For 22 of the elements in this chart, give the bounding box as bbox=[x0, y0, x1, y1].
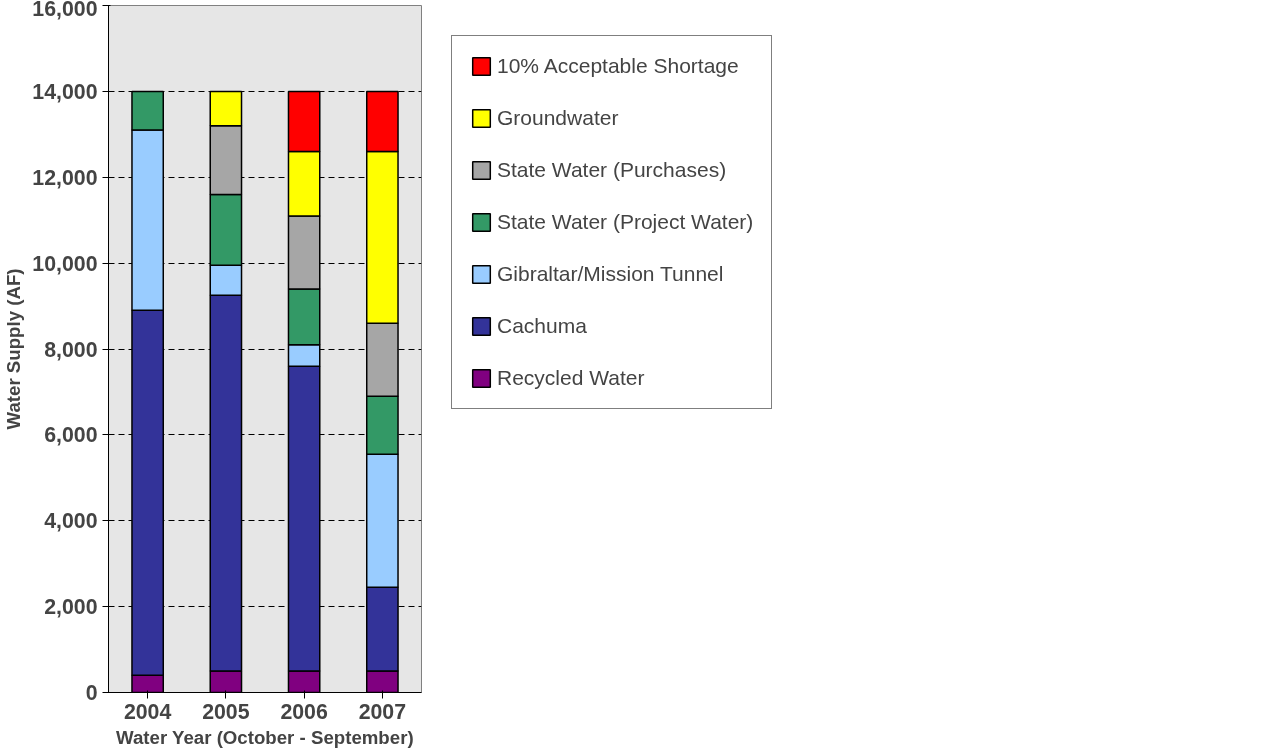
y-tick-label: 8,000 bbox=[44, 337, 98, 362]
legend-label: Gibraltar/Mission Tunnel bbox=[497, 262, 724, 286]
legend-label: 10% Acceptable Shortage bbox=[497, 54, 739, 78]
y-tick-label: 10,000 bbox=[32, 251, 98, 276]
y-tick-label: 4,000 bbox=[44, 509, 98, 534]
x-tick-label: 2007 bbox=[358, 699, 407, 724]
y-tick-label: 6,000 bbox=[44, 423, 98, 448]
y-tick-label: 14,000 bbox=[32, 79, 98, 104]
x-tick-label: 2006 bbox=[280, 699, 328, 724]
legend-label: State Water (Purchases) bbox=[497, 158, 727, 182]
y-axis-title: Water Supply (AF) bbox=[3, 268, 25, 430]
y-tick-label: 16,000 bbox=[32, 0, 98, 21]
y-tick-label: 12,000 bbox=[32, 165, 98, 190]
y-tick-label: 0 bbox=[85, 681, 98, 705]
legend-label: Groundwater bbox=[497, 106, 619, 130]
legend-label: State Water (Project Water) bbox=[497, 210, 754, 234]
x-axis-title: Water Year (October - September) bbox=[116, 726, 414, 748]
x-tick-label: 2004 bbox=[123, 699, 172, 724]
x-tick-label: 2005 bbox=[202, 699, 250, 724]
legend-label: Cachuma bbox=[497, 314, 587, 338]
legend-label: Recycled Water bbox=[497, 366, 645, 390]
y-tick-label: 2,000 bbox=[44, 595, 98, 620]
